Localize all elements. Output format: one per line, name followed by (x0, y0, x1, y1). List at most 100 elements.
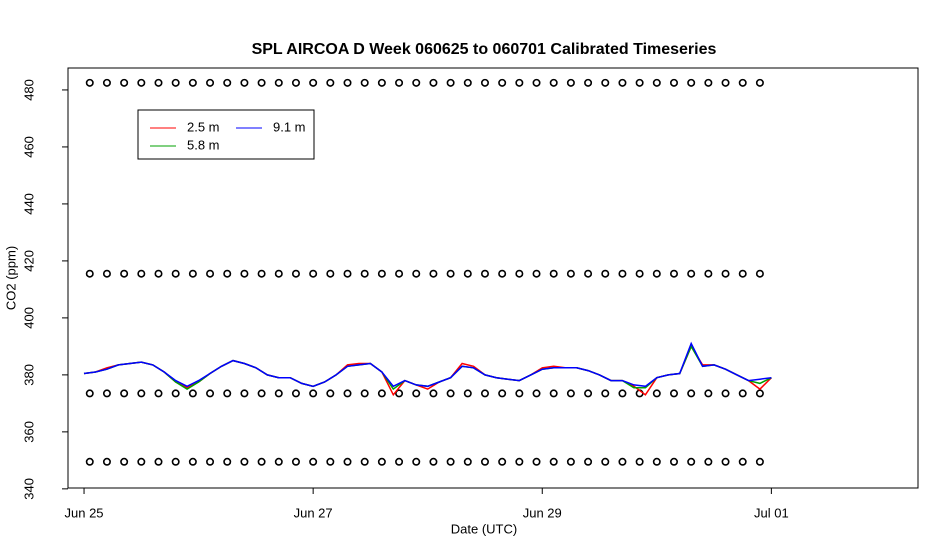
reference-point (566, 457, 575, 466)
reference-point (274, 269, 283, 278)
y-tick-label: 480 (21, 79, 36, 101)
reference-point (188, 78, 197, 87)
reference-point (102, 78, 111, 87)
plot-frame (67, 67, 919, 489)
reference-point (377, 269, 386, 278)
reference-point (223, 389, 232, 398)
reference-point (738, 78, 747, 87)
reference-point (687, 78, 696, 87)
y-tick-label: 400 (21, 307, 36, 329)
reference-point (223, 269, 232, 278)
reference-point (532, 269, 541, 278)
reference-point (549, 457, 558, 466)
reference-point (85, 269, 94, 278)
reference-point (120, 78, 129, 87)
reference-point (188, 457, 197, 466)
reference-point (395, 457, 404, 466)
reference-point (102, 269, 111, 278)
reference-point (395, 78, 404, 87)
reference-point (721, 389, 730, 398)
reference-point (102, 389, 111, 398)
y-tick-label: 420 (21, 250, 36, 272)
reference-point (549, 78, 558, 87)
reference-point (326, 389, 335, 398)
reference-point (755, 269, 764, 278)
reference-point (360, 457, 369, 466)
reference-point (584, 78, 593, 87)
reference-point (274, 78, 283, 87)
reference-point (102, 457, 111, 466)
reference-point (395, 269, 404, 278)
reference-point (395, 389, 404, 398)
reference-point (257, 78, 266, 87)
y-tick-label: 360 (21, 421, 36, 443)
reference-point (412, 389, 421, 398)
reference-point (154, 78, 163, 87)
reference-point (309, 457, 318, 466)
reference-point (171, 269, 180, 278)
reference-point (343, 457, 352, 466)
reference-point (120, 389, 129, 398)
reference-point (721, 78, 730, 87)
reference-point (687, 269, 696, 278)
reference-point (446, 389, 455, 398)
reference-point (601, 389, 610, 398)
reference-point (755, 457, 764, 466)
reference-point (566, 389, 575, 398)
reference-point (446, 78, 455, 87)
legend-box (137, 109, 315, 160)
reference-point (291, 269, 300, 278)
reference-point (137, 389, 146, 398)
reference-point (480, 78, 489, 87)
reference-point (377, 457, 386, 466)
reference-point (738, 389, 747, 398)
reference-point (446, 457, 455, 466)
reference-point (240, 389, 249, 398)
reference-point (515, 457, 524, 466)
reference-point (498, 457, 507, 466)
reference-point (85, 78, 94, 87)
reference-point (618, 457, 627, 466)
reference-point (669, 457, 678, 466)
reference-point (257, 457, 266, 466)
reference-point (480, 389, 489, 398)
reference-point (566, 269, 575, 278)
reference-point (635, 269, 644, 278)
reference-point (120, 457, 129, 466)
reference-point (549, 269, 558, 278)
reference-point (206, 78, 215, 87)
reference-point (584, 389, 593, 398)
reference-point (463, 78, 472, 87)
reference-point (669, 269, 678, 278)
reference-point (309, 269, 318, 278)
reference-point (618, 78, 627, 87)
reference-point (652, 457, 661, 466)
reference-point (755, 389, 764, 398)
reference-point (549, 389, 558, 398)
reference-point (274, 457, 283, 466)
reference-point (601, 457, 610, 466)
series-line (83, 341, 772, 388)
series-line (83, 344, 772, 397)
reference-point (326, 269, 335, 278)
x-tick-label: Jun 27 (294, 505, 333, 520)
reference-point (515, 269, 524, 278)
reference-point (154, 269, 163, 278)
reference-point (463, 389, 472, 398)
reference-point (377, 389, 386, 398)
reference-point (463, 269, 472, 278)
reference-point (480, 457, 489, 466)
reference-point (532, 78, 541, 87)
reference-point (291, 389, 300, 398)
reference-point (171, 389, 180, 398)
series-line (83, 344, 772, 391)
reference-point (257, 269, 266, 278)
reference-point (498, 269, 507, 278)
reference-point (704, 457, 713, 466)
reference-point (480, 269, 489, 278)
reference-point (687, 457, 696, 466)
reference-point (738, 457, 747, 466)
reference-point (223, 78, 232, 87)
reference-point (154, 389, 163, 398)
